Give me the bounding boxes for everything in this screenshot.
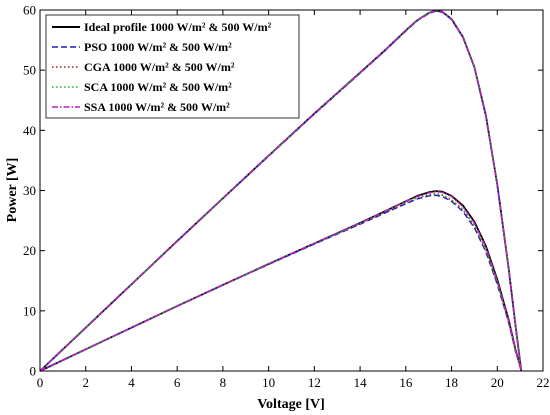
legend-entry-0: Ideal profile 1000 W/m² & 500 W/m² [84,20,272,34]
legend-box [45,14,300,119]
x-tick-label-4: 8 [220,375,227,390]
x-tick-label-2: 4 [128,375,135,390]
legend: Ideal profile 1000 W/m² & 500 W/m² PSO 10… [45,14,300,119]
y-tick-label-0: 0 [30,364,37,379]
y-tick-label-5: 50 [23,63,36,78]
x-tick-label-1: 2 [82,375,89,390]
legend-entry-3: SCA 1000 W/m² & 500 W/m² [84,80,232,94]
y-tick-label-1: 10 [23,303,36,318]
y-tick-label-2: 20 [23,243,36,258]
y-axis-label: Power [W] [5,158,20,223]
legend-entry-4: SSA 1000 W/m² & 500 W/m² [84,100,230,114]
x-axis-label: Voltage [V] [257,397,325,412]
x-tick-label-3: 6 [174,375,181,390]
y-tick-label-3: 30 [23,183,36,198]
x-tick-label-9: 18 [445,375,458,390]
y-tick-label-6: 60 [23,3,36,18]
y-tick-label-4: 40 [23,123,36,138]
x-tick-label-10: 20 [491,375,504,390]
x-tick-label-8: 16 [399,375,413,390]
series-4-curve-0 [39,9,522,372]
series-4-curve-1 [39,191,522,372]
x-tick-label-11: 22 [537,375,550,390]
legend-entry-1: PSO 1000 W/m² & 500 W/m² [84,40,232,54]
ticks-layer: 0 2 4 6 8 10 12 14 16 18 20 22 0 10 20 30 40 50 60 [23,3,550,391]
legend-entry-2: CGA 1000 W/m² & 500 W/m² [84,60,235,74]
x-tick-label-5: 10 [262,375,275,390]
x-tick-label-6: 12 [308,375,321,390]
x-tick-label-7: 14 [354,375,368,390]
x-tick-label-0: 0 [37,375,44,390]
series-layer [39,9,523,372]
